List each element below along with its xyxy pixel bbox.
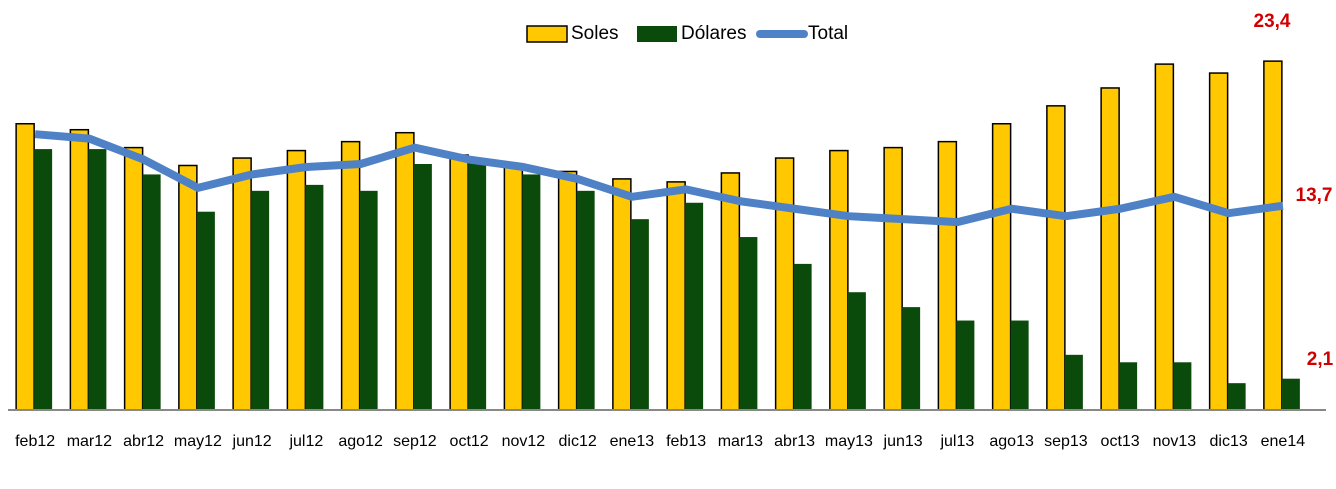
bar [612,178,632,411]
bar [340,140,361,411]
bar [178,164,198,411]
x-tick-label: ene13 [610,433,655,450]
bar [666,181,686,411]
bar [937,140,958,411]
x-tick-label: mar13 [718,433,763,450]
bar [956,320,975,410]
bar [395,131,415,411]
legend-label: Soles [571,23,619,44]
x-tick-label: abr12 [123,433,164,450]
bar [1064,354,1083,410]
bar [1281,378,1300,410]
legend-swatch [526,25,568,43]
bar [774,157,795,411]
bar [34,149,53,410]
bar [1010,320,1029,410]
bar [576,190,595,410]
bar [1173,362,1192,410]
value-label: 23,4 [1254,11,1291,32]
x-tick-label: mar12 [67,433,112,450]
bar [829,149,849,411]
x-tick-label: ene14 [1261,433,1306,450]
bar [720,172,741,411]
bar [142,174,161,410]
x-tick-label: ago13 [989,433,1034,450]
x-tick-label: sep13 [1044,433,1088,450]
legend-label: Total [808,23,848,44]
bar [232,157,252,411]
bar [196,211,215,410]
bar [630,219,649,410]
bar [305,184,324,410]
x-tick-label: may13 [825,433,873,450]
x-tick-label: oct13 [1101,433,1140,450]
x-tick-label: jun12 [232,433,272,450]
bar [1046,105,1066,411]
x-tick-label: abr13 [774,433,815,450]
bar [847,292,866,410]
bar [522,174,541,410]
x-tick-label: may12 [174,433,222,450]
x-tick-label: ago12 [338,433,383,450]
bar [902,307,921,410]
legend-label: Dólares [681,23,746,44]
value-label: 13,7 [1296,185,1333,206]
bar [1227,383,1246,410]
x-tick-label: dic12 [559,433,597,450]
bar [739,237,758,410]
bar [1208,72,1229,411]
bar [88,149,107,410]
bar [503,163,524,411]
bar [793,263,812,410]
x-tick-label: feb12 [15,433,55,450]
x-tick-label: oct12 [450,433,489,450]
x-tick-label: nov12 [502,433,546,450]
bar [1263,60,1283,411]
bar [251,190,270,410]
bar [123,146,144,411]
bar [883,146,903,411]
bar [15,122,35,411]
bar [468,159,487,410]
legend-swatch [637,26,677,42]
line [34,130,1284,227]
bar [685,202,704,410]
bar [69,128,90,411]
x-tick-label: jul13 [939,433,974,450]
bar [449,154,469,411]
x-tick-label: dic13 [1210,433,1248,450]
x-tick-label: nov13 [1153,433,1197,450]
bar [1100,87,1120,411]
x-tick-label: sep12 [393,433,437,450]
x-tick-label: jun13 [883,433,923,450]
bar [286,149,307,411]
x-tick-label: jul12 [288,433,323,450]
bar [557,170,578,411]
bar [1119,362,1138,410]
bar [991,122,1012,411]
bar [413,164,432,410]
bar [1154,63,1175,411]
value-label: 2,1 [1307,349,1334,370]
x-tick-label: feb13 [666,433,706,450]
bar [359,190,378,410]
